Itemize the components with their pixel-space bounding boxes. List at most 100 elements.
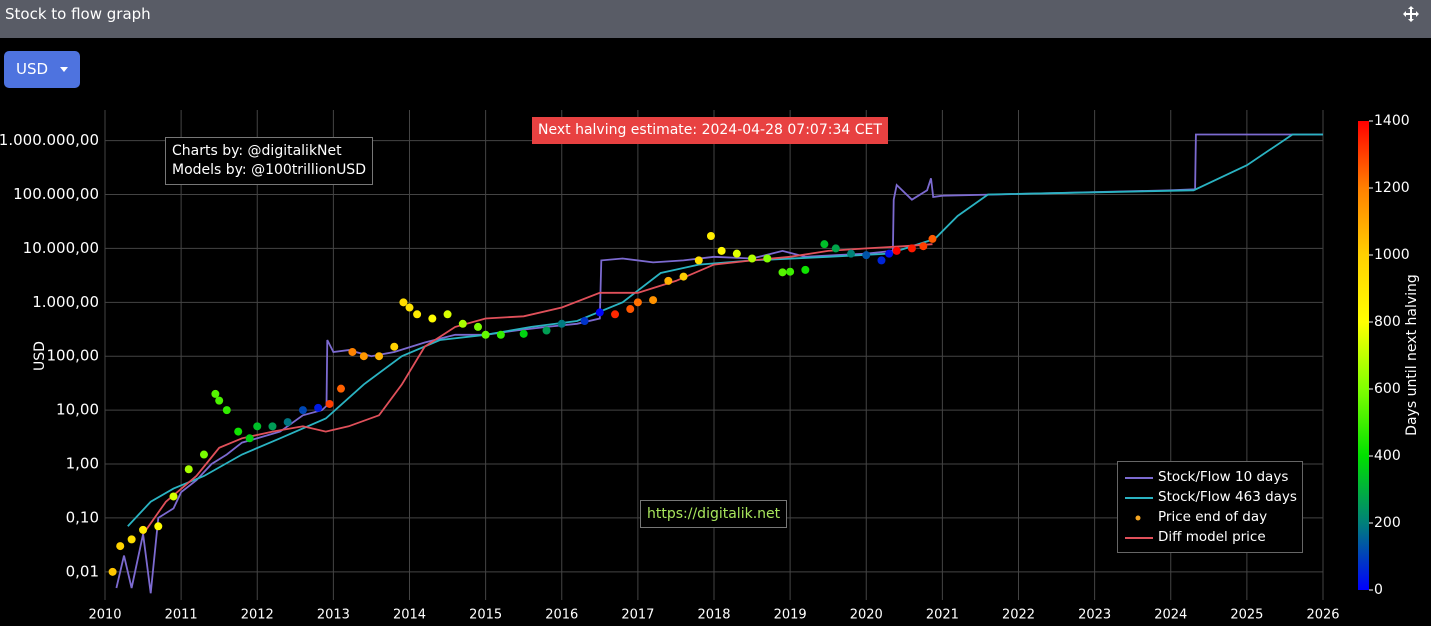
legend-marker <box>1135 515 1141 521</box>
price-point <box>375 352 384 361</box>
colorbar-tick-label: 1400 <box>1374 113 1410 129</box>
x-tick-label: 2021 <box>926 608 959 623</box>
y-tick-label: 1,00 <box>66 455 99 473</box>
colorbar-tick-label: 200 <box>1374 515 1401 531</box>
price-point <box>211 389 220 398</box>
price-point <box>154 522 163 531</box>
price-point <box>847 249 856 258</box>
price-point <box>633 298 642 307</box>
legend-label[interactable]: Diff model price <box>1158 529 1266 545</box>
price-point <box>694 256 703 265</box>
series-line <box>115 133 1323 594</box>
legend-label[interactable]: Stock/Flow 10 days <box>1158 469 1289 485</box>
colorbar-tick-label: 0 <box>1374 582 1383 598</box>
x-tick-label: 2026 <box>1306 608 1339 623</box>
x-tick-label: 2012 <box>241 608 274 623</box>
price-point <box>706 232 715 241</box>
price-point <box>234 427 243 436</box>
price-point <box>458 319 467 328</box>
price-point <box>557 319 566 328</box>
price-point <box>877 256 886 265</box>
colorbar-tick-label: 600 <box>1374 381 1401 397</box>
x-tick-label: 2025 <box>1230 608 1263 623</box>
x-tick-label: 2018 <box>697 608 730 623</box>
price-point <box>314 403 323 412</box>
y-axis-title: USD <box>32 341 48 371</box>
price-point <box>496 330 505 339</box>
price-point <box>413 310 422 319</box>
x-tick-label: 2014 <box>393 608 426 623</box>
legend: Stock/Flow 10 days Stock/Flow 463 days Pri… <box>1117 461 1303 553</box>
y-tick-label: 0,10 <box>66 508 99 526</box>
price-point <box>108 567 117 576</box>
price-point <box>184 465 193 474</box>
legend-swatch <box>1135 515 1141 521</box>
credits-box: Charts by: @digitalikNet Models by: @100… <box>165 137 373 185</box>
price-point <box>245 434 254 443</box>
price-point <box>283 418 292 427</box>
price-point <box>626 305 635 314</box>
price-point <box>127 535 136 544</box>
price-point <box>786 267 795 276</box>
price-point <box>199 450 208 459</box>
price-point <box>732 249 741 258</box>
colorbar-tick-label: 1200 <box>1374 180 1410 196</box>
price-point <box>359 352 368 361</box>
y-tick-label: 10,00 <box>56 401 99 419</box>
y-tick-label: 100,00 <box>47 347 100 365</box>
header-title: Stock to flow graph <box>5 5 151 23</box>
price-point <box>390 342 399 351</box>
y-tick-label: 1.000.000,00 <box>0 131 99 149</box>
y-tick-label: 10.000,00 <box>23 239 99 257</box>
x-tick-label: 2016 <box>545 608 578 623</box>
x-tick-label: 2013 <box>317 608 350 623</box>
colorbar-tick-label: 400 <box>1374 448 1401 464</box>
price-point <box>717 246 726 255</box>
colorbar-title: Days until next halving <box>1404 274 1420 436</box>
price-point <box>268 422 277 431</box>
move-icon[interactable] <box>1403 6 1419 22</box>
credit-line: Charts by: @digitalikNet <box>172 143 342 159</box>
x-tick-label: 2019 <box>774 608 807 623</box>
price-point <box>399 298 408 307</box>
price-point <box>139 525 148 534</box>
price-point <box>348 347 357 356</box>
legend-label[interactable]: Stock/Flow 463 days <box>1158 489 1297 505</box>
price-point <box>820 240 829 249</box>
price-point <box>325 399 334 408</box>
price-point <box>222 406 231 415</box>
price-point <box>116 542 125 551</box>
currency-button-label: USD <box>16 60 49 78</box>
price-point <box>907 244 916 253</box>
price-point <box>862 251 871 260</box>
colorbar <box>1358 121 1369 590</box>
legend-swatch <box>1125 537 1153 539</box>
price-point <box>885 249 894 258</box>
price-point <box>253 422 262 431</box>
price-point <box>169 492 178 501</box>
price-point <box>778 268 787 277</box>
x-tick-label: 2011 <box>165 608 198 623</box>
series-line <box>142 243 933 535</box>
price-point <box>443 310 452 319</box>
price-point <box>428 314 437 323</box>
y-tick-label: 100.000,00 <box>13 185 99 203</box>
currency-button[interactable]: USD <box>4 51 80 88</box>
x-tick-label: 2010 <box>88 608 121 623</box>
price-point <box>405 303 414 312</box>
legend-swatch <box>1125 497 1153 499</box>
halving-estimate: Next halving estimate: 2024-04-28 07:07:… <box>532 117 888 144</box>
colorbar-tick-label: 1000 <box>1374 247 1410 263</box>
price-point <box>831 244 840 253</box>
price-point <box>892 246 901 255</box>
price-point <box>664 276 673 285</box>
price-point <box>919 242 928 251</box>
price-point <box>801 265 810 274</box>
price-point <box>481 330 490 339</box>
x-tick-label: 2015 <box>469 608 502 623</box>
y-tick-label: 1.000,00 <box>32 293 99 311</box>
price-point <box>748 254 757 263</box>
legend-label[interactable]: Price end of day <box>1158 509 1268 525</box>
website-link[interactable]: https://digitalik.net <box>640 500 788 528</box>
